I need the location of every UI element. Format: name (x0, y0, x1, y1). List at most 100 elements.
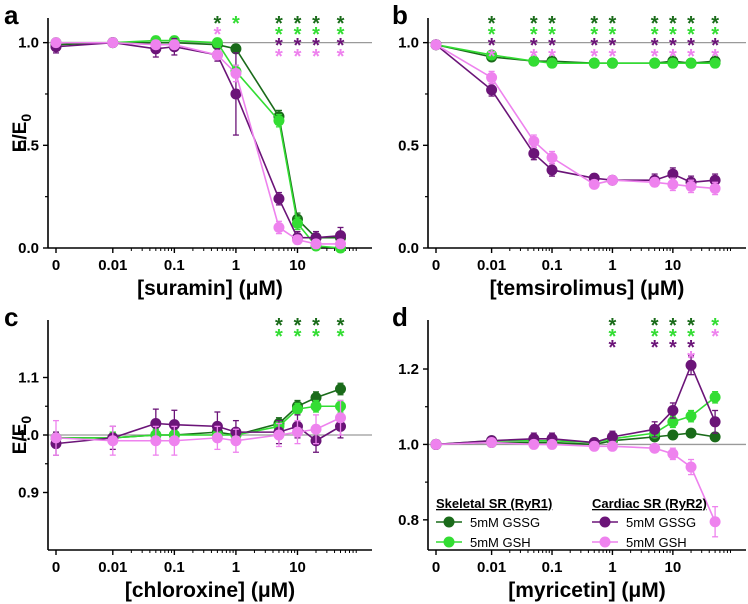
x-tick-label: 0.1 (164, 257, 185, 274)
data-point (528, 55, 540, 67)
y-tick-label: 1.0 (18, 427, 39, 444)
significance-star: * (609, 337, 617, 359)
significance-star: * (711, 35, 719, 57)
data-point (606, 174, 618, 186)
legend-title-skeletal: Skeletal SR (RyR1) (436, 496, 552, 511)
data-point (685, 359, 697, 371)
significance-star: * (488, 24, 496, 46)
data-point (528, 438, 540, 450)
significance-star: * (590, 24, 598, 46)
x-tick-label: 0 (52, 257, 60, 274)
x-tick-label: 1 (232, 257, 240, 274)
data-point (150, 435, 162, 447)
data-point (50, 37, 62, 49)
x-tick-label: 10 (289, 257, 306, 274)
significance-star: * (651, 337, 659, 359)
y-tick-label: 1.0 (398, 35, 419, 52)
legend-entry-skeletal_gssg: 5mM GSSG (436, 515, 540, 530)
significance-star: * (711, 24, 719, 46)
significance-star: * (609, 24, 617, 46)
data-point (588, 178, 600, 190)
data-point (709, 57, 721, 69)
data-point (150, 39, 162, 51)
data-point (335, 412, 347, 424)
significance-star: * (548, 24, 556, 46)
significance-star: * (548, 13, 556, 35)
significance-star: * (530, 24, 538, 46)
y-tick-label: 0.0 (18, 240, 39, 257)
significance-star: * (275, 35, 283, 57)
series-line (435, 363, 716, 446)
data-point (211, 37, 223, 49)
data-point (273, 221, 285, 233)
significance-star: * (651, 24, 659, 46)
data-point (685, 410, 697, 422)
significance-star: * (312, 326, 320, 348)
series-line (435, 432, 716, 446)
data-point (211, 432, 223, 444)
legend-label: 5mM GSSG (626, 515, 696, 530)
data-point (486, 49, 498, 61)
y-tick-label: 1.1 (18, 370, 39, 387)
data-point (667, 178, 679, 190)
legend-marker (443, 516, 455, 528)
y-tick-label: 1.0 (18, 35, 39, 52)
x-tick-label: 1 (608, 559, 616, 576)
x-axis-label: [chloroxine] (μM) (125, 579, 295, 602)
significance-star: * (711, 13, 719, 35)
significance-star: * (609, 326, 617, 348)
data-point (649, 176, 661, 188)
panel-a: a 0.0 0.5 1.0 0 0.01 0.1 1 10 [suramin] (μM) E/E0 *… (4, 0, 372, 300)
data-point (230, 43, 242, 55)
data-point (528, 135, 540, 147)
data-point (230, 67, 242, 79)
significance-star: * (669, 24, 677, 46)
data-point (588, 440, 600, 452)
data-point (335, 383, 347, 395)
series-line (56, 405, 341, 439)
data-point (546, 152, 558, 164)
data-point (667, 429, 679, 441)
significance-star: * (275, 24, 283, 46)
significance-star: * (687, 315, 695, 337)
series-line (435, 44, 716, 184)
data-point (291, 217, 303, 229)
data-point (486, 72, 498, 84)
data-point (50, 432, 62, 444)
significance-star: * (609, 35, 617, 57)
series-line (435, 43, 716, 64)
y-tick-label: 1.2 (398, 361, 419, 378)
significance-star: * (294, 24, 302, 46)
data-point (588, 57, 600, 69)
significance-star: * (275, 46, 283, 68)
data-point (335, 230, 347, 242)
x-tick-label: 10 (665, 559, 682, 576)
legend-title-cardiac: Cardiac SR (RyR2) (592, 496, 707, 511)
legend-label: 5mM GSH (470, 535, 531, 550)
data-point (685, 180, 697, 192)
x-tick-label: 10 (665, 257, 682, 274)
x-tick-label: 1 (232, 559, 240, 576)
significance-star: * (651, 46, 659, 68)
significance-star: * (590, 35, 598, 57)
significance-star: * (337, 24, 345, 46)
significance-star: * (651, 13, 659, 35)
series-skeletal_gsh (430, 39, 721, 69)
significance-star: * (337, 315, 345, 337)
y-axis-label: E/E0 (10, 114, 34, 153)
significance-star: * (488, 46, 496, 68)
panel-letter-d: d (392, 302, 408, 332)
x-tick-label: 0 (432, 257, 440, 274)
data-point (709, 174, 721, 186)
significance-star: * (294, 326, 302, 348)
data-point (685, 461, 697, 473)
significance-star: * (312, 315, 320, 337)
data-point (649, 423, 661, 435)
data-point (310, 400, 322, 412)
series-line (435, 441, 716, 523)
series-cardiac_gsh (430, 39, 721, 196)
significance-star: * (294, 13, 302, 35)
panel-c: c 0.9 1.0 1.1 0 0.01 0.1 1 10 [chloroxine] (μM) E/… (4, 302, 372, 602)
data-point (667, 448, 679, 460)
significance-star: * (609, 315, 617, 337)
